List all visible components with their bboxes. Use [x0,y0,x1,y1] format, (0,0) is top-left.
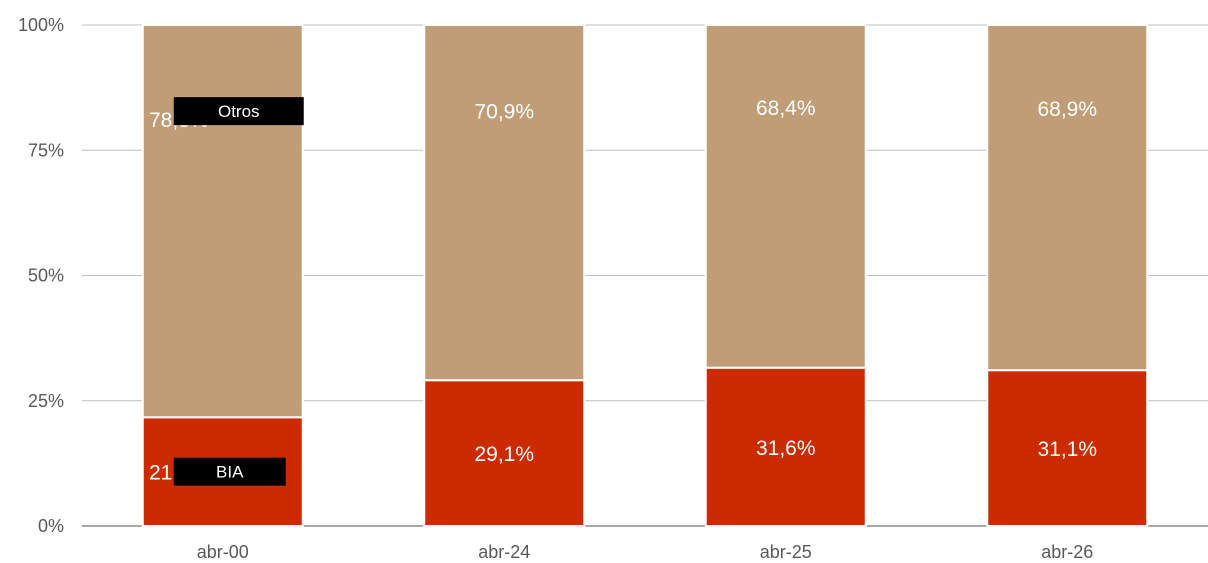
data-label: 68,4% [756,97,816,120]
x-axis: abr-00 abr-24 abr-25 abr-26 [197,542,1094,562]
x-tick-label: abr-00 [197,542,249,562]
y-tick-label: 25% [28,391,64,411]
y-axis: 0% 25% 50% 75% 100% [18,15,64,536]
y-tick-label: 50% [28,266,64,286]
data-label: 31,6% [756,437,816,460]
bar-otros-abr-24 [424,25,584,380]
bar-otros-abr-26 [987,25,1147,370]
y-tick-label: 100% [18,15,64,35]
x-tick-label: abr-26 [1041,542,1093,562]
series-label-bia: BIA [216,463,244,482]
y-tick-label: 0% [38,516,64,536]
x-tick-label: abr-25 [760,542,812,562]
y-tick-label: 75% [28,140,64,160]
bar-otros-abr-00 [143,25,303,417]
bar-otros-abr-25 [706,25,866,368]
data-label: 29,1% [474,443,534,466]
data-label: 31,1% [1037,438,1097,461]
x-tick-label: abr-24 [478,542,530,562]
series-label-otros: Otros [218,102,260,121]
data-label: 70,9% [474,100,534,123]
data-label: 68,9% [1037,98,1097,121]
